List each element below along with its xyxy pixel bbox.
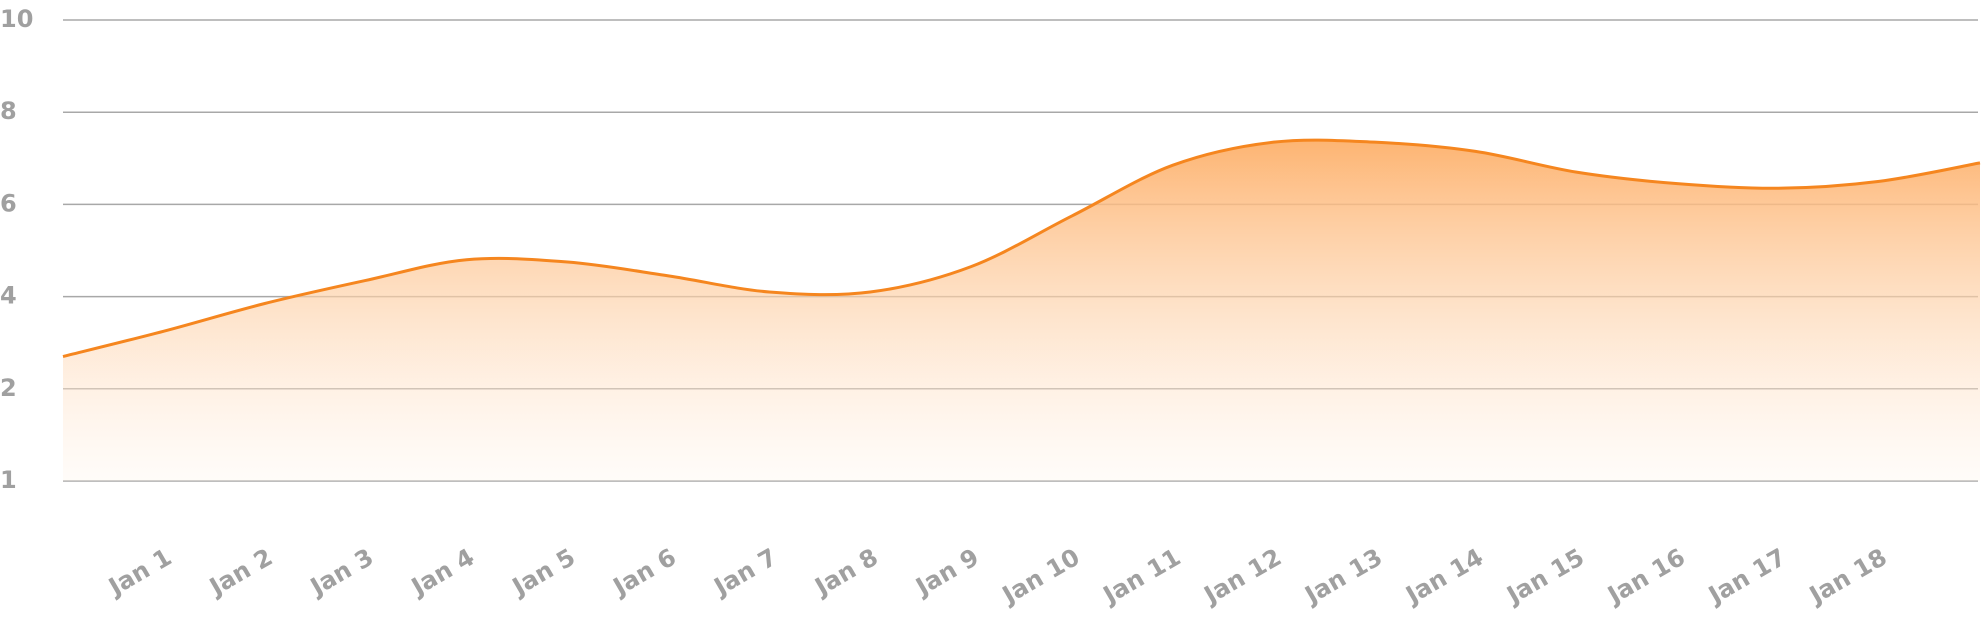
y-tick-label: 1 — [0, 466, 17, 494]
x-tick-label: Jan 17 — [1702, 543, 1790, 610]
x-tick-label: Jan 3 — [304, 543, 378, 602]
area — [63, 140, 1980, 481]
x-tick-label: Jan 5 — [506, 543, 580, 602]
x-tick-label: Jan 8 — [809, 543, 883, 602]
x-tick-label: Jan 7 — [708, 543, 782, 602]
x-tick-label: Jan 2 — [203, 543, 277, 602]
x-tick-label: Jan 6 — [607, 543, 681, 602]
y-tick-label: 6 — [0, 189, 17, 217]
x-tick-label: Jan 9 — [910, 543, 984, 602]
x-tick-label: Jan 1 — [102, 543, 176, 602]
x-tick-label: Jan 14 — [1400, 543, 1488, 610]
y-tick-label: 4 — [0, 282, 17, 310]
line — [62, 138, 1981, 358]
x-tick-label: Jan 13 — [1299, 543, 1387, 610]
x-tick-label: Jan 18 — [1803, 543, 1891, 610]
x-tick-label: Jan 11 — [1097, 543, 1185, 610]
y-tick-label: 8 — [0, 97, 17, 125]
x-tick-label: Jan 4 — [405, 543, 479, 602]
x-tick-label: Jan 10 — [996, 543, 1084, 610]
x-tick-label: Jan 15 — [1500, 543, 1588, 610]
y-tick-label: 10 — [0, 5, 33, 33]
x-tick-label: Jan 16 — [1601, 543, 1689, 610]
x-tick-label: Jan 12 — [1198, 543, 1286, 610]
y-tick-label: 2 — [0, 374, 17, 402]
